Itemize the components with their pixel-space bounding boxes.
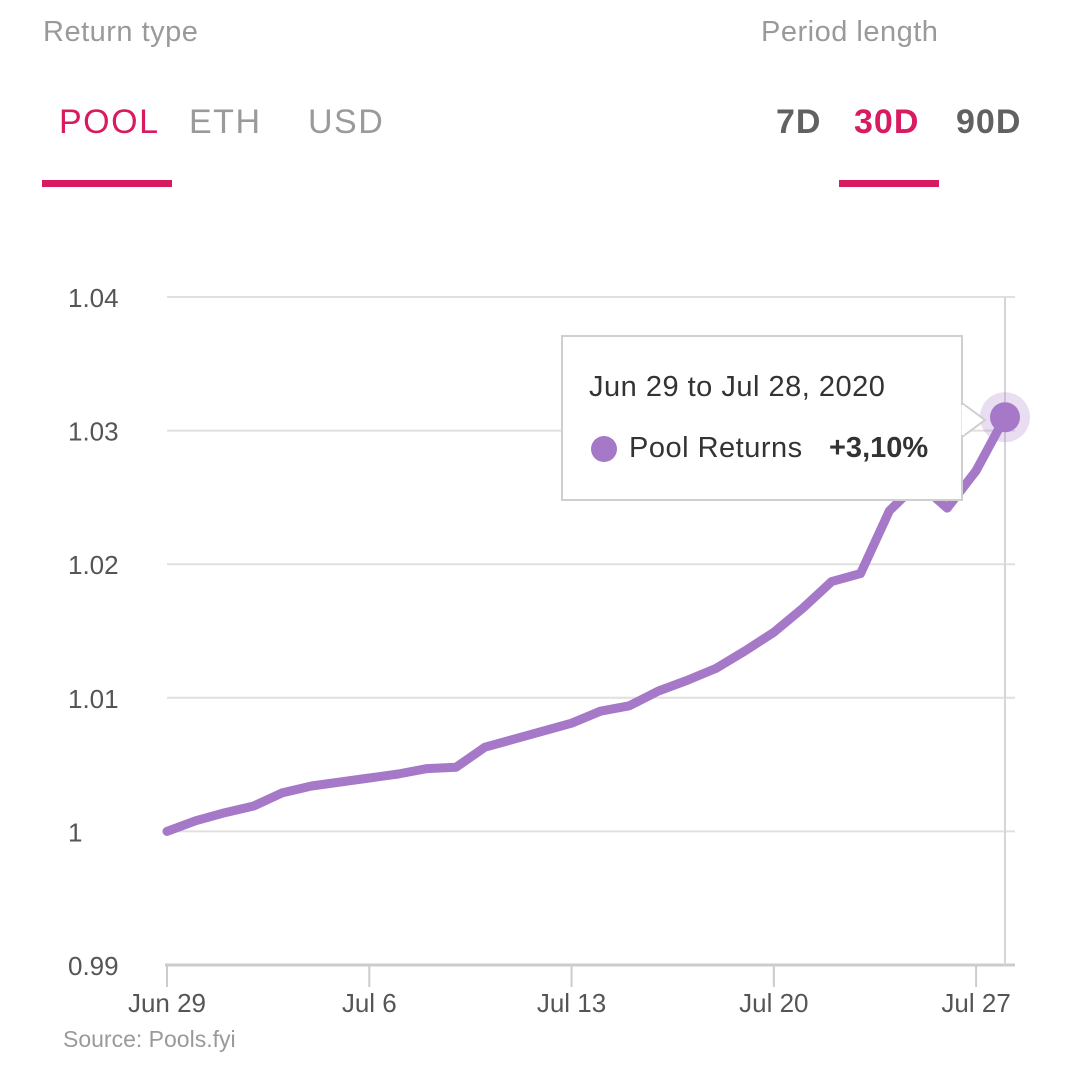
tab-7d[interactable]: 7D — [776, 103, 822, 141]
x-axis-ticks: Jun 29 Jul 6 Jul 13 Jul 20 Jul 27 — [128, 965, 1011, 1018]
x-tick-label: Jun 29 — [128, 988, 206, 1018]
series-dot-icon — [591, 436, 617, 462]
y-tick-label: 1.01 — [68, 684, 119, 714]
y-tick-label: 1 — [68, 817, 82, 847]
x-tick-label: Jul 13 — [537, 988, 606, 1018]
tab-usd[interactable]: USD — [308, 103, 385, 141]
y-axis-ticks: 0.99 1 1.01 1.02 1.03 1.04 — [68, 283, 119, 981]
x-tick-label: Jul 6 — [342, 988, 397, 1018]
tab-90d[interactable]: 90D — [956, 103, 1022, 141]
tab-eth[interactable]: ETH — [189, 103, 262, 141]
source-note: Source: Pools.fyi — [63, 1026, 236, 1052]
return-type-label: Return type — [43, 16, 199, 48]
tab-30d[interactable]: 30D — [854, 103, 920, 141]
series-layer — [162, 392, 1030, 836]
highlight-point — [990, 402, 1020, 433]
tab-pool[interactable]: POOL — [59, 103, 160, 141]
y-tick-label: 1.02 — [68, 550, 119, 580]
series-line-pool-returns — [162, 412, 1010, 836]
y-tick-label: 0.99 — [68, 951, 119, 981]
tooltip-series-name: Pool Returns — [629, 432, 803, 464]
return-type-active-indicator — [42, 180, 172, 187]
y-tick-label: 1.04 — [68, 283, 119, 313]
period-length-label: Period length — [761, 16, 939, 48]
y-tick-label: 1.03 — [68, 417, 119, 447]
x-tick-label: Jul 27 — [941, 988, 1010, 1018]
tooltip-date-range: Jun 29 to Jul 28, 2020 — [589, 371, 886, 403]
tooltip-series-value: +3,10% — [829, 432, 929, 464]
chart-tooltip: Jun 29 to Jul 28, 2020 Pool Returns +3,1… — [561, 335, 963, 501]
x-tick-label: Jul 20 — [739, 988, 808, 1018]
period-active-indicator — [839, 180, 939, 187]
